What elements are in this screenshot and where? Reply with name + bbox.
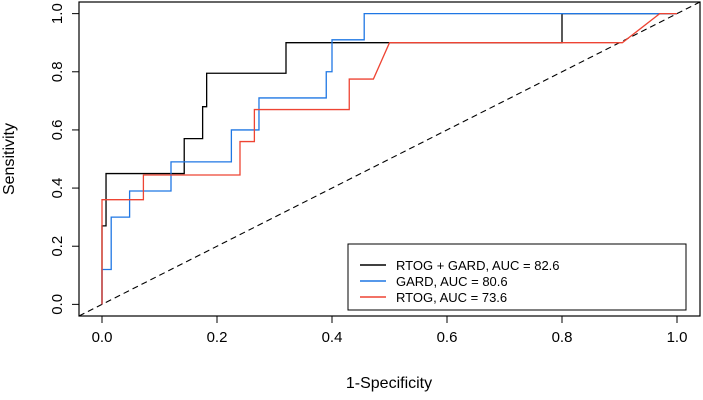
x-tick-label: 1.0	[667, 329, 688, 346]
roc-line-rtog	[101, 12, 677, 305]
y-tick-label: 0.8	[49, 61, 66, 82]
plot-frame	[78, 1, 701, 317]
y-tick-label: 0.2	[49, 236, 66, 257]
y-axis: 0.0 0.2 0.4 0.6 0.8 1.0	[49, 3, 79, 315]
legend-label-gard: GARD, AUC = 80.6	[396, 274, 508, 289]
diagonal-reference-line	[79, 2, 700, 316]
x-axis-title: 1-Specificity	[346, 375, 432, 392]
y-tick-label: 1.0	[49, 3, 66, 24]
x-tick-label: 0.2	[207, 329, 228, 346]
y-axis-title: Sensitivity	[1, 123, 18, 195]
x-tick-label: 0.8	[552, 329, 573, 346]
roc-line-gard	[101, 12, 677, 305]
y-tick-label: 0.4	[49, 178, 66, 199]
y-tick-label: 0.6	[49, 119, 66, 140]
series-group	[101, 12, 677, 305]
legend-label-rtog: RTOG, AUC = 73.6	[396, 290, 507, 305]
legend-label-rtog-gard: RTOG + GARD, AUC = 82.6	[396, 258, 560, 273]
x-tick-label: 0.4	[322, 329, 343, 346]
legend: RTOG + GARD, AUC = 82.6 GARD, AUC = 80.6…	[347, 243, 687, 311]
plot-area	[79, 2, 700, 316]
x-tick-label: 0.6	[437, 329, 458, 346]
x-axis: 0.0 0.2 0.4 0.6 0.8 1.0	[92, 316, 688, 346]
legend-box	[347, 243, 687, 311]
y-tick-label: 0.0	[49, 294, 66, 315]
x-tick-label: 0.0	[92, 329, 113, 346]
